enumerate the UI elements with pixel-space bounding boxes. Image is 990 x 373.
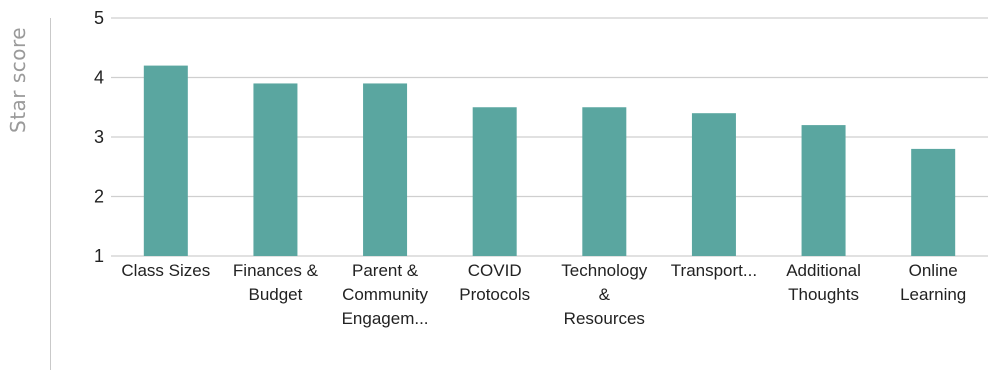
x-tick-label-line: Online bbox=[909, 261, 958, 280]
x-tick-label-line: Additional bbox=[786, 261, 861, 280]
y-tick-label: 4 bbox=[94, 68, 104, 88]
x-tick-label-line: Transport... bbox=[671, 261, 757, 280]
y-tick-label: 5 bbox=[94, 8, 104, 28]
y-tick-label: 3 bbox=[94, 127, 104, 147]
x-tick-label: Class Sizes bbox=[121, 261, 210, 280]
x-tick-label-line: Class Sizes bbox=[121, 261, 210, 280]
x-tick-label-line: Thoughts bbox=[788, 285, 859, 304]
bar bbox=[472, 107, 517, 256]
bar bbox=[253, 83, 298, 256]
x-tick-label: Parent & Community Engagem... bbox=[342, 261, 429, 328]
x-tick-label: Online Learning bbox=[900, 261, 966, 304]
x-tick-label: Transport... bbox=[671, 261, 757, 280]
bar bbox=[582, 107, 627, 256]
y-tick-label: 1 bbox=[94, 246, 104, 266]
y-tick-label: 2 bbox=[94, 187, 104, 207]
x-tick-label: Additional Thoughts bbox=[786, 261, 861, 304]
bar bbox=[691, 113, 736, 256]
bar bbox=[363, 83, 408, 256]
x-tick-label-line: & bbox=[599, 285, 611, 304]
x-tick-label-line: Parent & bbox=[352, 261, 419, 280]
x-tick-label-line: Learning bbox=[900, 285, 966, 304]
x-tick-label-line: Resources bbox=[564, 309, 645, 328]
x-tick-label-line: COVID bbox=[468, 261, 522, 280]
left-divider bbox=[50, 18, 51, 370]
bar bbox=[143, 65, 188, 256]
x-tick-label-line: Technology bbox=[561, 261, 648, 280]
x-tick-label-line: Finances & bbox=[233, 261, 319, 280]
x-tick-label-line: Budget bbox=[248, 285, 302, 304]
x-tick-label: Finances & Budget bbox=[233, 261, 319, 304]
x-tick-label-line: Engagem... bbox=[342, 309, 429, 328]
x-tick-label-line: Community bbox=[342, 285, 428, 304]
x-tick-label: Technology & Resources bbox=[561, 261, 648, 328]
bar bbox=[911, 148, 956, 256]
bar bbox=[801, 125, 846, 256]
x-tick-label: COVID Protocols bbox=[459, 261, 530, 304]
x-tick-label-line: Protocols bbox=[459, 285, 530, 304]
